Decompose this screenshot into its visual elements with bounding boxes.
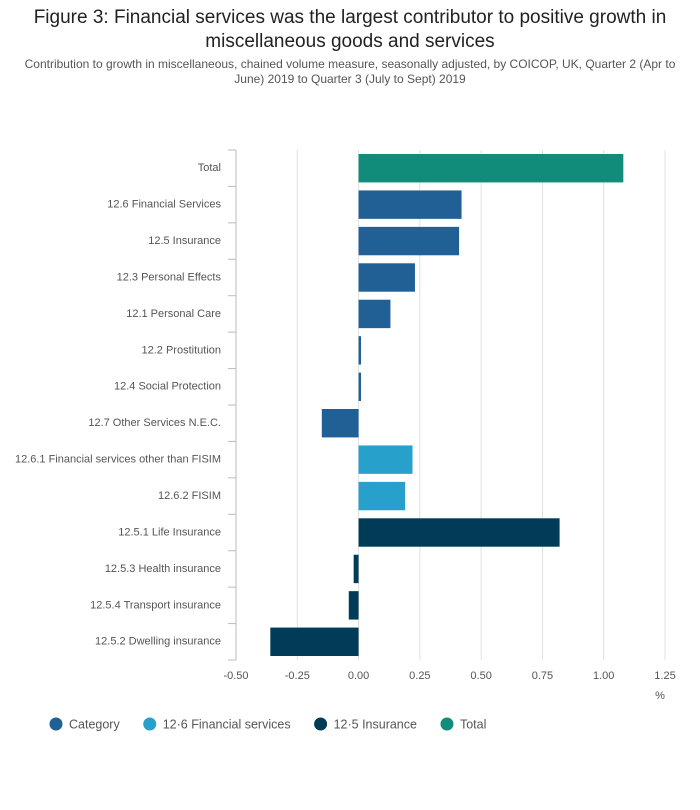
y-tick-label: 12.5.4 Transport insurance bbox=[90, 599, 221, 611]
x-tick-label: 0.75 bbox=[532, 670, 553, 682]
bar bbox=[358, 372, 362, 401]
bar bbox=[353, 554, 359, 584]
y-tick-label: 12.5.1 Life Insurance bbox=[118, 526, 221, 538]
x-tick-label: -0.25 bbox=[285, 670, 310, 682]
x-tick-label: 1.00 bbox=[593, 670, 614, 682]
legend-label: Total bbox=[460, 717, 486, 731]
bar bbox=[358, 481, 406, 511]
y-tick-label: 12.2 Prostitution bbox=[142, 344, 222, 356]
y-tick-label: 12.3 Personal Effects bbox=[117, 271, 222, 283]
y-tick-label: 12.5 Insurance bbox=[148, 235, 221, 247]
bar bbox=[348, 591, 359, 620]
legend-label: Category bbox=[69, 717, 120, 731]
x-tick-label: 0.50 bbox=[470, 670, 491, 682]
x-tick-label: 1.25 bbox=[654, 670, 675, 682]
y-tick-label: 12.6 Financial Services bbox=[107, 199, 221, 211]
bar bbox=[270, 627, 359, 656]
bar bbox=[358, 445, 413, 474]
bar bbox=[358, 336, 362, 365]
legend-marker bbox=[440, 717, 454, 731]
bar bbox=[358, 154, 624, 183]
chart-title: Figure 3: Financial services was the lar… bbox=[33, 7, 667, 52]
bar bbox=[358, 190, 462, 219]
y-tick-label: 12.5.3 Health insurance bbox=[105, 563, 221, 575]
x-tick-label: 0.00 bbox=[348, 670, 369, 682]
bar bbox=[358, 518, 560, 547]
x-tick-label: -0.50 bbox=[223, 670, 248, 682]
bar bbox=[321, 409, 359, 438]
y-tick-label: 12.6.2 FISIM bbox=[158, 490, 221, 502]
x-tick-label: 0.25 bbox=[409, 670, 430, 682]
legend-marker bbox=[314, 717, 328, 731]
x-axis-label: % bbox=[655, 690, 665, 702]
bar bbox=[358, 226, 460, 256]
y-tick-label: Total bbox=[198, 162, 221, 174]
legend-label: 12·5 Insurance bbox=[334, 717, 417, 731]
chart-subtitle: Contribution to growth in miscellaneous,… bbox=[24, 57, 676, 86]
y-tick-label: 12.6.1 Financial services other than FIS… bbox=[15, 454, 221, 466]
y-tick-label: 12.7 Other Services N.E.C. bbox=[88, 417, 221, 429]
y-tick-label: 12.4 Social Protection bbox=[114, 381, 221, 393]
bar bbox=[358, 299, 391, 329]
y-tick-label: 12.5.2 Dwelling insurance bbox=[95, 636, 221, 648]
y-tick-label: 12.1 Personal Care bbox=[126, 308, 221, 320]
legend-marker bbox=[49, 717, 63, 731]
legend-label: 12·6 Financial services bbox=[163, 717, 291, 731]
bar bbox=[358, 263, 415, 292]
legend-marker bbox=[143, 717, 157, 731]
